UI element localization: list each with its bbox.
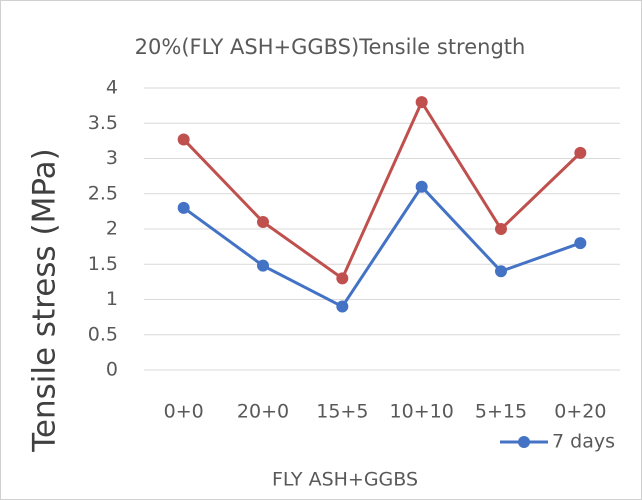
point-marker — [574, 146, 587, 159]
x-axis-label: FLY ASH+GGBS — [272, 469, 418, 491]
point-marker — [574, 237, 587, 250]
point-marker — [177, 133, 190, 146]
y-tick-label: 1.5 — [88, 253, 118, 275]
point-marker — [415, 96, 428, 109]
y-tick-label: 2 — [106, 218, 118, 240]
point-marker — [495, 223, 507, 235]
x-tick-label: 0+0 — [164, 401, 204, 423]
y-tick-label: 3 — [106, 147, 118, 169]
y-tick-label: 0.5 — [88, 323, 118, 345]
chart-title: 20%(FLY ASH+GGBS)Tensile strength — [135, 35, 526, 59]
point-marker — [257, 215, 269, 228]
y-tick-label: 4 — [106, 77, 118, 99]
point-marker — [495, 265, 507, 278]
x-tick-label: 20+0 — [237, 401, 289, 423]
legend-marker — [518, 436, 530, 448]
series-line — [182, 98, 582, 281]
point-marker — [336, 272, 349, 285]
x-tick-label: 0+20 — [554, 401, 606, 423]
legend-label: 7 days — [552, 431, 615, 453]
y-axis-label: Tensile stress (MPa) — [27, 148, 63, 453]
point-marker — [257, 259, 269, 272]
x-tick-label: 5+15 — [475, 401, 527, 423]
y-tick-label: 0 — [106, 359, 118, 381]
y-tick-label: 3.5 — [88, 112, 118, 134]
series-line — [182, 184, 581, 309]
y-tick-label: 1 — [106, 288, 118, 310]
point-marker — [415, 180, 428, 193]
point-marker — [177, 201, 190, 214]
point-marker — [336, 300, 349, 313]
x-tick-label: 10+10 — [390, 401, 454, 423]
y-tick-label: 2.5 — [88, 182, 118, 204]
x-tick-label: 15+5 — [316, 401, 368, 423]
